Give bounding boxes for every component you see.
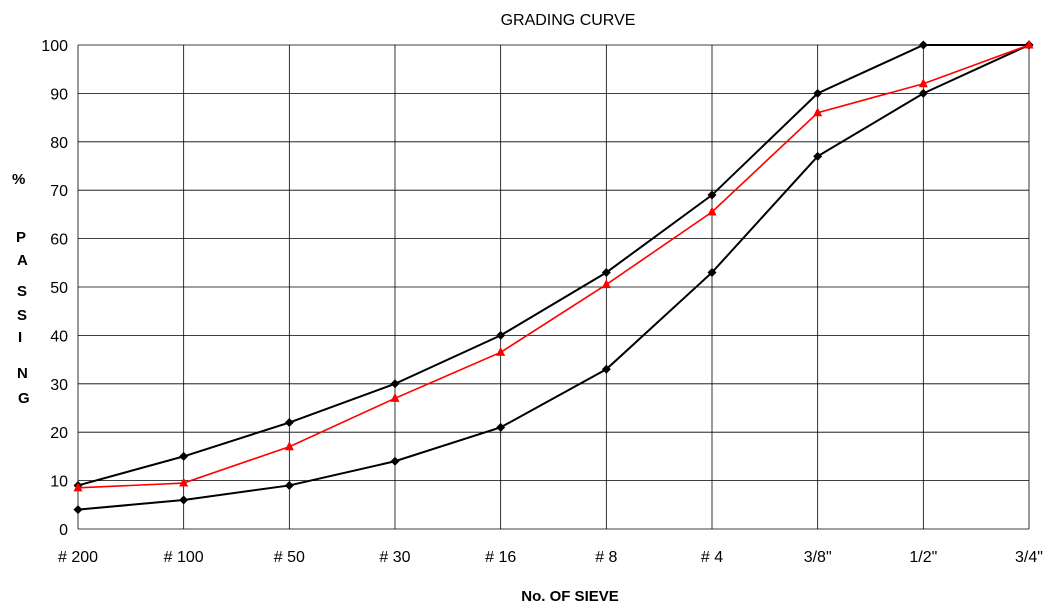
y-axis-label-letter: P bbox=[16, 229, 26, 246]
series-3 bbox=[73, 39, 1034, 492]
data-point-triangle bbox=[707, 206, 717, 216]
chart-title: GRADING CURVE bbox=[501, 12, 636, 29]
y-tick-label: 70 bbox=[50, 183, 68, 200]
grid-layer bbox=[77, 44, 1030, 530]
data-point-diamond bbox=[496, 330, 506, 340]
y-axis-label-letter: I bbox=[18, 329, 22, 346]
data-point-diamond bbox=[601, 364, 611, 374]
x-tick-label: # 16 bbox=[485, 549, 516, 566]
y-tick-label: 30 bbox=[50, 377, 68, 394]
data-point-triangle bbox=[284, 441, 294, 451]
y-tick-labels: 0 10 20 30 40 50 60 70 80 90 100 bbox=[41, 38, 68, 539]
x-tick-label: # 200 bbox=[58, 549, 98, 566]
data-point-diamond bbox=[390, 379, 400, 389]
data-point-diamond bbox=[707, 267, 717, 277]
y-axis-label-letter: S bbox=[17, 307, 27, 324]
x-tick-label: 3/4" bbox=[1015, 549, 1043, 566]
series-line bbox=[77, 44, 1030, 489]
data-point-triangle bbox=[179, 477, 189, 487]
x-axis-label: No. OF SIEVE bbox=[521, 588, 619, 605]
y-tick-label: 40 bbox=[50, 328, 68, 345]
x-tick-label: # 8 bbox=[595, 549, 617, 566]
data-point-triangle bbox=[813, 107, 823, 117]
series-1 bbox=[73, 40, 1034, 490]
y-tick-label: 90 bbox=[50, 86, 68, 103]
data-point-diamond bbox=[918, 88, 928, 98]
data-point-diamond bbox=[284, 480, 294, 490]
y-axis-label-letter: A bbox=[17, 252, 28, 269]
y-tick-label: 0 bbox=[59, 522, 68, 539]
x-tick-labels: # 200 # 100 # 50 # 30 # 16 # 8 # 4 3/8" 1/2" 3/4" bbox=[58, 549, 1043, 566]
y-tick-label: 100 bbox=[41, 38, 68, 55]
y-tick-label: 10 bbox=[50, 474, 68, 491]
data-point-diamond bbox=[390, 456, 400, 466]
series-layer bbox=[73, 39, 1034, 515]
data-point-triangle bbox=[918, 78, 928, 88]
data-point-triangle bbox=[1024, 39, 1034, 49]
series-2 bbox=[73, 40, 1034, 515]
series-line bbox=[77, 44, 1030, 511]
data-point-diamond bbox=[496, 422, 506, 432]
x-tick-label: # 50 bbox=[274, 549, 305, 566]
data-point-triangle bbox=[73, 482, 83, 492]
data-point-triangle bbox=[390, 392, 400, 402]
data-point-diamond bbox=[601, 267, 611, 277]
data-point-diamond bbox=[813, 88, 823, 98]
data-point-triangle bbox=[601, 279, 611, 289]
x-tick-label: # 100 bbox=[164, 549, 204, 566]
x-tick-label: # 4 bbox=[701, 549, 723, 566]
y-tick-label: 50 bbox=[50, 280, 68, 297]
y-axis-label-letter: N bbox=[17, 365, 28, 382]
data-point-diamond bbox=[707, 190, 717, 200]
y-axis-label-letter: % bbox=[12, 171, 25, 188]
data-point-diamond bbox=[284, 418, 294, 428]
y-axis-label-letter: S bbox=[17, 283, 27, 300]
x-tick-label: # 30 bbox=[379, 549, 410, 566]
series-line bbox=[77, 44, 1029, 487]
y-tick-label: 20 bbox=[50, 425, 68, 442]
x-tick-label: 1/2" bbox=[909, 549, 937, 566]
data-point-diamond bbox=[179, 451, 189, 461]
data-point-triangle bbox=[496, 346, 506, 356]
y-tick-label: 80 bbox=[50, 135, 68, 152]
y-tick-label: 60 bbox=[50, 232, 68, 249]
y-axis-label-letter: G bbox=[18, 390, 30, 407]
data-point-diamond bbox=[73, 505, 83, 515]
x-tick-label: 3/8" bbox=[804, 549, 832, 566]
data-point-diamond bbox=[813, 151, 823, 161]
data-point-diamond bbox=[179, 495, 189, 505]
data-point-diamond bbox=[918, 40, 928, 50]
